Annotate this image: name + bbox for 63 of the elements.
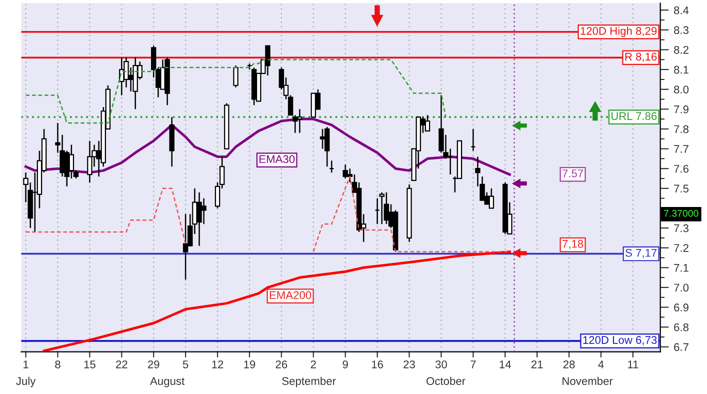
- y-tick-label: 8.1: [674, 66, 688, 74]
- candlestick: [384, 192, 390, 225]
- y-tick-label: 7.0: [674, 284, 689, 292]
- line-series: [42, 250, 511, 352]
- x-tick-label: 7: [470, 360, 476, 368]
- y-tick-label: 7.2: [674, 244, 688, 252]
- y-tick-label: 8.0: [674, 86, 689, 94]
- y-tick-label: 7.5: [674, 184, 689, 193]
- y-tick-label: 6.8: [674, 323, 688, 332]
- x-tick-label: 23: [404, 360, 415, 368]
- annotation: 7.57: [562, 170, 584, 178]
- candlestick: [488, 188, 494, 209]
- candlestick: [68, 144, 74, 180]
- x2-tick-label: July: [16, 376, 36, 388]
- x-tick-label: 22: [116, 360, 128, 368]
- x-tick-label: 14: [500, 360, 511, 368]
- x-tick-label: 26: [276, 360, 288, 368]
- candlestick: [320, 128, 326, 150]
- y-tick-label: 8.2: [674, 46, 688, 54]
- ref-line-label: S 7,17: [626, 248, 657, 258]
- candlestick: [233, 64, 238, 88]
- annotation: EMA30: [260, 155, 295, 164]
- x-tick-label: 11: [628, 360, 638, 368]
- annotation: EMA200: [270, 291, 312, 300]
- y-tick-label: 7.8: [674, 125, 688, 134]
- x-tick-label: 4: [598, 360, 604, 368]
- x-tick-label: 12: [212, 360, 224, 368]
- x-tick-label: 19: [244, 360, 256, 368]
- candlestick: [424, 114, 430, 132]
- x2-tick-label: September: [282, 376, 336, 388]
- x-tick-label: 15: [84, 360, 96, 368]
- x-tick-label: 30: [435, 360, 447, 368]
- candlestick: [182, 214, 188, 280]
- x-tick-label: 28: [563, 360, 575, 368]
- x-tick-label: 29: [148, 360, 160, 368]
- ref-line-label: 120D Low 6,73: [583, 336, 657, 346]
- x2-tick-label: October: [426, 376, 466, 386]
- y-tick-label: 7.3: [674, 224, 688, 232]
- y-tick-label: 6.9: [674, 304, 688, 312]
- x-tick-label: 21: [531, 360, 543, 368]
- y-tick-label: 8.4: [674, 6, 689, 14]
- x-tick-label: 2: [310, 360, 316, 368]
- annotation: 7.37000: [664, 210, 698, 217]
- candlestick: [324, 126, 330, 168]
- y-tick-label: 7.9: [674, 105, 688, 114]
- ref-line-label: R 8,16: [625, 52, 657, 62]
- x2-tick-label: August: [150, 377, 185, 388]
- y-tick-label: 7.1: [674, 264, 688, 272]
- y-tick-label: 6.7: [674, 343, 688, 352]
- annotation: 7,18: [562, 240, 584, 250]
- x-tick-label: 1: [24, 360, 28, 368]
- x2-tick-label: November: [562, 376, 613, 386]
- x-tick-label: 8: [55, 360, 60, 368]
- x-tick-label: 5: [182, 360, 188, 368]
- ref-line-label: 120D High 8,29: [580, 26, 657, 38]
- y-tick-label: 7.7: [674, 145, 688, 153]
- x-tick-label: 16: [372, 360, 383, 368]
- x-tick-label: 9: [342, 360, 348, 368]
- line-series: [24, 118, 511, 176]
- candlestick: [87, 140, 92, 184]
- ref-line-label: URL 7.86: [611, 112, 657, 120]
- y-tick-label: 8.3: [674, 26, 688, 34]
- y-tick-label: 7.6: [674, 164, 688, 173]
